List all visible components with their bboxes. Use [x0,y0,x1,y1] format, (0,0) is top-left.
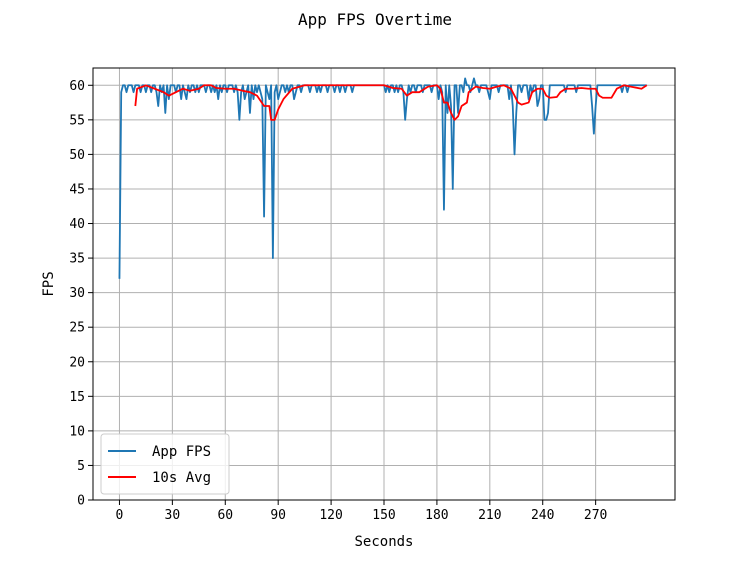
y-tick-label: 5 [77,459,85,474]
y-tick-label: 0 [77,494,85,509]
y-tick-label: 35 [69,252,85,267]
legend: App FPS 10s Avg [100,433,230,495]
x-tick-label: 180 [425,508,448,523]
legend-box [100,433,230,495]
y-tick-label: 30 [69,286,85,301]
x-tick-label: 240 [531,508,554,523]
x-tick-label: 210 [478,508,501,523]
x-tick-label: 270 [584,508,607,523]
y-tick-label: 50 [69,148,85,163]
x-tick-label: 90 [270,508,286,523]
x-tick-label: 60 [217,508,233,523]
x-tick-label: 0 [116,508,124,523]
y-tick-label: 20 [69,355,85,370]
y-tick-label: 25 [69,321,85,336]
y-tick-label: 45 [69,182,85,197]
y-tick-label: 15 [69,390,85,405]
series-line-app-fps [118,77,647,279]
x-tick-label: 150 [372,508,395,523]
chart-title: App FPS Overtime [298,10,452,29]
tick-layer: 0 30 60 90 120 150 180 210 240 270 0 5 10 15 20 25 30 35 4… [69,79,607,523]
x-tick-label: 30 [165,508,181,523]
legend-label-app-fps: App FPS [152,444,211,460]
x-axis-label: Seconds [354,534,413,550]
y-tick-label: 40 [69,217,85,232]
series-line-10s-avg [134,84,648,121]
legend-label-10s-avg: 10s Avg [152,470,211,486]
x-tick-label: 120 [319,508,342,523]
y-tick-label: 60 [69,79,85,94]
y-tick-label: 10 [69,424,85,439]
y-axis-label: FPS [41,271,57,296]
series-layer [118,77,648,279]
y-tick-label: 55 [69,113,85,128]
